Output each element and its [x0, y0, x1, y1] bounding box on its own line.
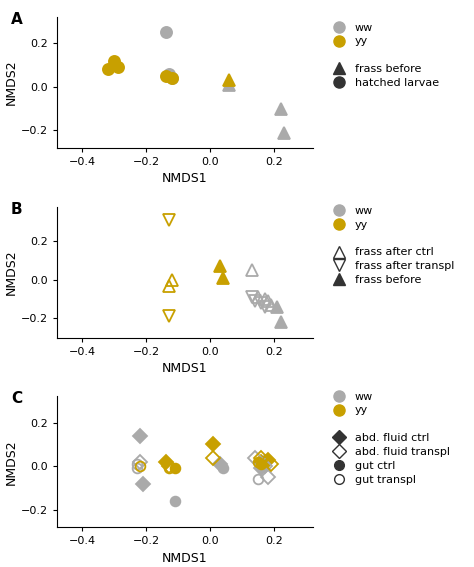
Legend: ww, yy, , frass before, hatched larvae: ww, yy, , frass before, hatched larvae	[328, 23, 439, 88]
Text: B: B	[11, 201, 22, 217]
X-axis label: NMDS1: NMDS1	[162, 362, 208, 375]
Text: C: C	[11, 391, 22, 406]
X-axis label: NMDS1: NMDS1	[162, 552, 208, 565]
Legend: ww, yy, , abd. fluid ctrl, abd. fluid transpl, gut ctrl, gut transpl: ww, yy, , abd. fluid ctrl, abd. fluid tr…	[328, 392, 450, 485]
Legend: ww, yy, , frass after ctrl, frass after transpl, frass before: ww, yy, , frass after ctrl, frass after …	[328, 206, 455, 285]
Y-axis label: NMDS2: NMDS2	[5, 60, 18, 105]
Y-axis label: NMDS2: NMDS2	[5, 249, 18, 295]
X-axis label: NMDS1: NMDS1	[162, 172, 208, 185]
Y-axis label: NMDS2: NMDS2	[5, 439, 18, 485]
Text: A: A	[11, 12, 23, 27]
